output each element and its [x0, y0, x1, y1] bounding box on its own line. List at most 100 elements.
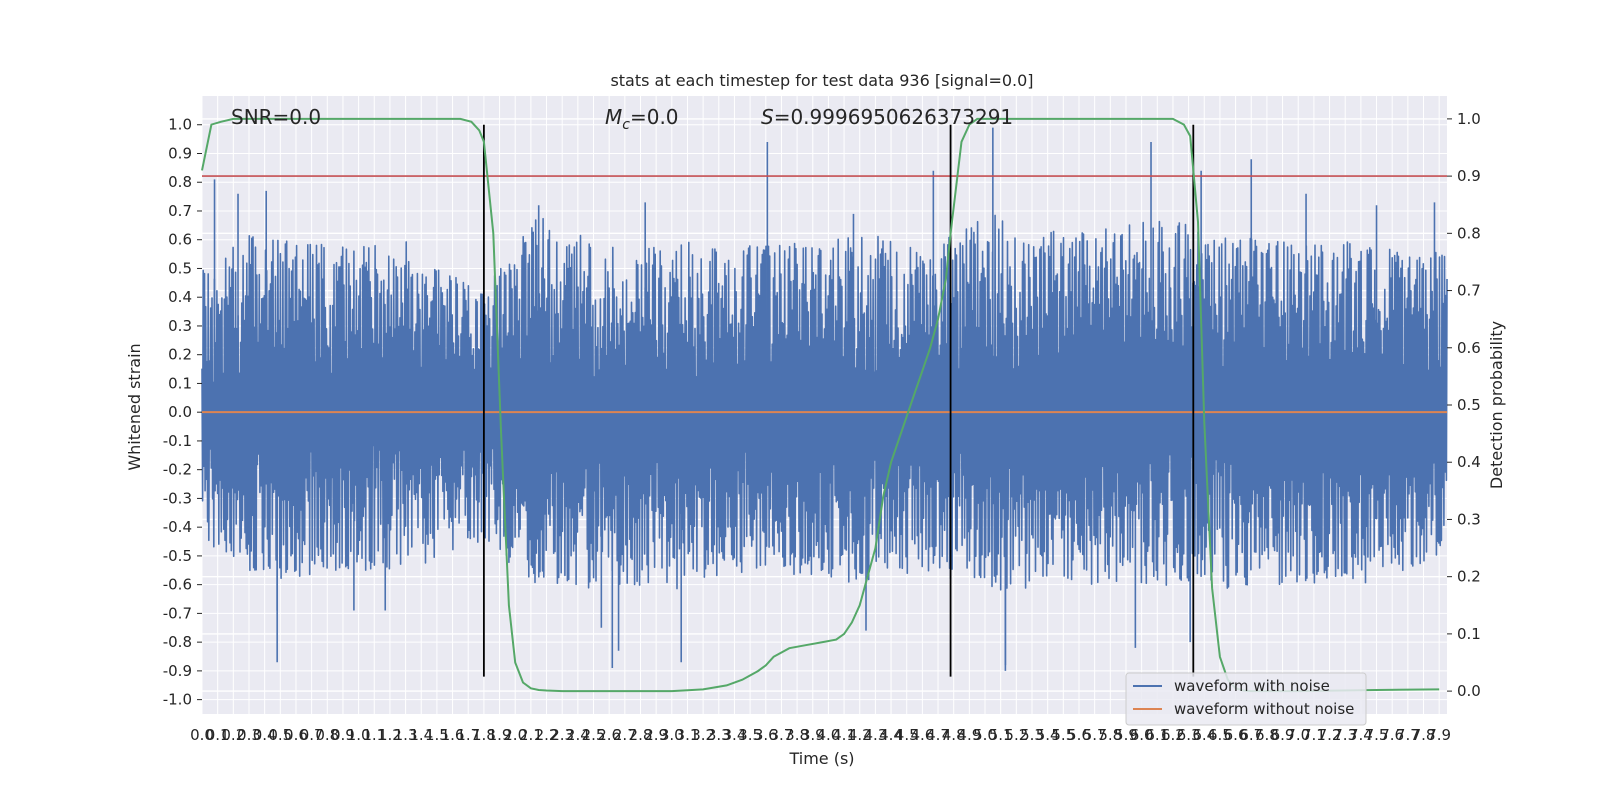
- x-tick-label: 5.9: [1114, 726, 1138, 744]
- x-tick-label: 5.6: [1067, 726, 1091, 744]
- x-tick-label: 4.1: [832, 726, 856, 744]
- x-tick-label: 1.3: [394, 726, 418, 744]
- x-tick-label: 0.9: [331, 726, 355, 744]
- x-tick-label: 3.5: [738, 726, 762, 744]
- x-tick-label: 0.0: [190, 726, 214, 744]
- x-tick-label: 7.6: [1380, 726, 1404, 744]
- y2-tick-label: 0.4: [1457, 453, 1481, 471]
- x-tick-label: 4.7: [926, 726, 950, 744]
- x-tick-label: 1.8: [472, 726, 496, 744]
- legend-box: [1125, 672, 1367, 726]
- x-tick-label: 4.8: [942, 726, 966, 744]
- x-tick-label: 0.2: [221, 726, 245, 744]
- x-tick-label: 5.1: [989, 726, 1013, 744]
- x-tick-label: 5.2: [1004, 726, 1028, 744]
- x-tick-label: 4.5: [895, 726, 919, 744]
- y2-tick-label: 0.8: [1457, 224, 1481, 242]
- x-tick-label: 6.5: [1208, 726, 1232, 744]
- x-tick-label: 1.9: [488, 726, 512, 744]
- x-tick-label: 1.2: [378, 726, 402, 744]
- x-tick-label: 0.7: [300, 726, 324, 744]
- y-tick-label: 0.8: [168, 173, 192, 191]
- x-tick-label: 0.4: [253, 726, 277, 744]
- y2-tick-label: 0.0: [1457, 682, 1481, 700]
- x-tick-label: 2.5: [582, 726, 606, 744]
- x-tick-label: 6.0: [1130, 726, 1154, 744]
- x-tick-label: 0.5: [268, 726, 292, 744]
- x-tick-label: 0.8: [315, 726, 339, 744]
- x-tick-label: 6.1: [1145, 726, 1169, 744]
- y-tick-label: -0.5: [163, 547, 192, 565]
- x-axis-label: Time (s): [788, 749, 854, 768]
- y2-tick-label: 0.9: [1457, 167, 1481, 185]
- x-tick-label: 7.8: [1412, 726, 1436, 744]
- x-tick-label: 2.7: [613, 726, 637, 744]
- mc-symbol: M: [605, 105, 622, 129]
- x-tick-label: 2.1: [519, 726, 543, 744]
- y-tick-label: -0.8: [163, 633, 192, 651]
- x-tick-label: 1.5: [425, 726, 449, 744]
- mc-subscript: c: [622, 117, 630, 133]
- y2-axis-ticks: 1.0 0.9 0.8 0.7 0.6 0.5 0.4 0.3 0.2 0.1 0.0: [1447, 110, 1481, 700]
- x-tick-label: 6.9: [1271, 726, 1295, 744]
- x-tick-label: 7.5: [1365, 726, 1389, 744]
- x-tick-label: 2.0: [503, 726, 527, 744]
- y-axis-ticks: 1.0 0.9 0.8 0.7 0.6 0.5 0.4 0.3 0.2 0.1 0.0 -0.1 -0.…: [163, 116, 202, 709]
- x-tick-label: 6.6: [1224, 726, 1248, 744]
- x-tick-label: 1.7: [456, 726, 480, 744]
- x-tick-label: 4.0: [816, 726, 840, 744]
- y-tick-label: -0.6: [163, 576, 192, 594]
- x-tick-label: 3.1: [676, 726, 700, 744]
- chart-title: stats at each timestep for test data 936…: [610, 71, 1033, 90]
- y-tick-label: 0.3: [168, 317, 192, 335]
- y-tick-label: 0.1: [168, 374, 192, 392]
- x-tick-label: 0.1: [206, 726, 230, 744]
- noise-trace: [201, 214, 1448, 591]
- y-tick-label: 0.6: [168, 231, 192, 249]
- x-tick-label: 4.4: [879, 726, 903, 744]
- y-tick-label: -0.3: [163, 489, 192, 507]
- x-tick-label: 5.4: [1036, 726, 1060, 744]
- y-tick-label: 0.4: [168, 288, 192, 306]
- x-tick-label: 2.3: [550, 726, 574, 744]
- mc-value: =0.0: [630, 105, 679, 129]
- x-tick-label: 7.2: [1318, 726, 1342, 744]
- x-tick-label: 7.0: [1286, 726, 1310, 744]
- x-tick-label: 1.0: [347, 726, 371, 744]
- series-waveform-with-noise: [201, 127, 1448, 671]
- y-tick-label: -0.2: [163, 461, 192, 479]
- x-tick-label: 2.4: [566, 726, 590, 744]
- x-tick-label: 4.2: [848, 726, 872, 744]
- x-tick-label: 7.9: [1427, 726, 1451, 744]
- chirp-mass-annotation: Mc=0.0: [605, 105, 679, 133]
- y-tick-label: 0.2: [168, 346, 192, 364]
- x-tick-label: 3.6: [754, 726, 778, 744]
- legend-label-noise: waveform with noise: [1174, 677, 1330, 695]
- x-tick-label: 7.7: [1396, 726, 1420, 744]
- x-tick-label: 0.3: [237, 726, 261, 744]
- x-tick-label: 7.4: [1349, 726, 1373, 744]
- y-tick-label: 1.0: [168, 116, 192, 134]
- x-tick-label: 4.3: [863, 726, 887, 744]
- y2-tick-label: 1.0: [1457, 110, 1481, 128]
- y-tick-label: -0.4: [163, 518, 192, 536]
- x-tick-label: 6.3: [1177, 726, 1201, 744]
- series-detection-probability: [201, 117, 1440, 693]
- x-tick-label: 0.6: [284, 726, 308, 744]
- y-tick-label: 0.7: [168, 202, 192, 220]
- y-tick-label: 0.0: [168, 403, 192, 421]
- y2-tick-label: 0.6: [1457, 339, 1481, 357]
- x-tick-label: 2.6: [597, 726, 621, 744]
- x-axis-ticks: 0.00.10.20.30.40.50.60.70.80.91.01.11.21…: [190, 726, 1451, 744]
- x-tick-label: 3.4: [723, 726, 747, 744]
- y2-axis-label: Detection probability: [1487, 321, 1506, 489]
- x-tick-label: 3.0: [660, 726, 684, 744]
- score-annotation: S=0.9996950626373291: [761, 105, 1013, 129]
- x-tick-label: 5.0: [973, 726, 997, 744]
- y-tick-label: -1.0: [163, 691, 192, 709]
- x-tick-label: 3.3: [707, 726, 731, 744]
- y-axis-label: Whitened strain: [125, 343, 144, 470]
- x-tick-label: 5.3: [1020, 726, 1044, 744]
- x-tick-label: 1.1: [362, 726, 386, 744]
